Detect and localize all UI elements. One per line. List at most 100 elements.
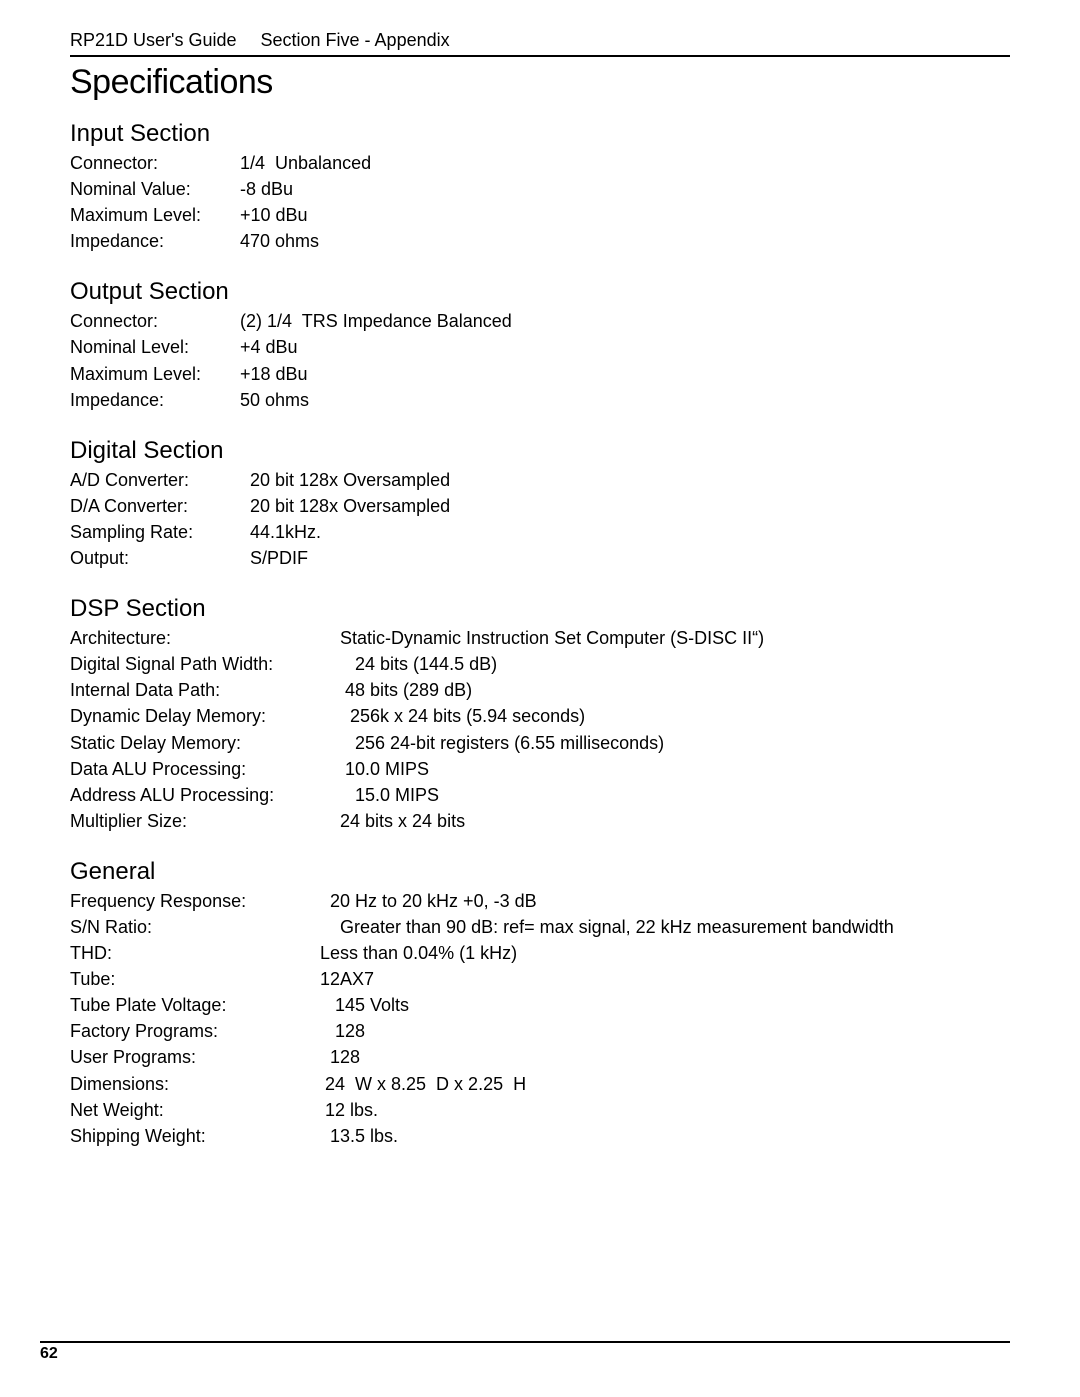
- spec-row: User Programs: 128: [70, 1044, 1010, 1070]
- spec-label: Factory Programs:: [70, 1018, 320, 1044]
- spec-section: Output SectionConnector:(2) 1/4 TRS Impe…: [70, 278, 1010, 412]
- spec-value: 1/4 Unbalanced: [240, 150, 371, 176]
- spec-value: 128: [320, 1018, 365, 1044]
- spec-section: Input SectionConnector:1/4 UnbalancedNom…: [70, 120, 1010, 254]
- spec-section: DSP SectionArchitecture:Static-Dynamic I…: [70, 595, 1010, 834]
- spec-value: +10 dBu: [240, 202, 308, 228]
- spec-row: Output:S/PDIF: [70, 545, 1010, 571]
- spec-value: 470 ohms: [240, 228, 319, 254]
- spec-row: Dynamic Delay Memory: 256k x 24 bits (5.…: [70, 703, 1010, 729]
- spec-row: Shipping Weight: 13.5 lbs.: [70, 1123, 1010, 1149]
- spec-label: Connector:: [70, 150, 240, 176]
- spec-row: Dimensions: 24 W x 8.25 D x 2.25 H: [70, 1071, 1010, 1097]
- spec-value: (2) 1/4 TRS Impedance Balanced: [240, 308, 512, 334]
- section-heading: General: [70, 858, 1010, 886]
- spec-value: 44.1kHz.: [250, 519, 321, 545]
- page-footer: 62: [40, 1341, 1010, 1363]
- spec-section: Digital SectionA/D Converter:20 bit 128x…: [70, 437, 1010, 571]
- spec-value: Static-Dynamic Instruction Set Computer …: [340, 625, 764, 651]
- spec-row: Nominal Value:-8 dBu: [70, 176, 1010, 202]
- spec-label: Impedance:: [70, 228, 240, 254]
- spec-label: Dimensions:: [70, 1071, 320, 1097]
- section-heading: Digital Section: [70, 437, 1010, 465]
- spec-value: -8 dBu: [240, 176, 293, 202]
- spec-label: D/A Converter:: [70, 493, 250, 519]
- spec-label: User Programs:: [70, 1044, 320, 1070]
- spec-row: Maximum Level:+10 dBu: [70, 202, 1010, 228]
- spec-label: Digital Signal Path Width:: [70, 651, 340, 677]
- spec-label: Nominal Value:: [70, 176, 240, 202]
- spec-section: GeneralFrequency Response: 20 Hz to 20 k…: [70, 858, 1010, 1149]
- spec-label: Multiplier Size:: [70, 808, 340, 834]
- spec-row: Net Weight: 12 lbs.: [70, 1097, 1010, 1123]
- spec-value: 13.5 lbs.: [320, 1123, 398, 1149]
- header-guide-title: RP21D User's Guide: [70, 30, 237, 51]
- page-number: 62: [40, 1345, 58, 1362]
- spec-value: 128: [320, 1044, 360, 1070]
- spec-label: Maximum Level:: [70, 202, 240, 228]
- spec-label: Address ALU Processing:: [70, 782, 340, 808]
- spec-value: 12AX7: [320, 966, 374, 992]
- spec-row: S/N Ratio: Greater than 90 dB: ref= max …: [70, 914, 1010, 940]
- spec-row: Multiplier Size:24 bits x 24 bits: [70, 808, 1010, 834]
- spec-row: Tube Plate Voltage: 145 Volts: [70, 992, 1010, 1018]
- page-title: Specifications: [70, 63, 1010, 102]
- spec-label: Nominal Level:: [70, 334, 240, 360]
- section-heading: Output Section: [70, 278, 1010, 306]
- spec-label: Maximum Level:: [70, 361, 240, 387]
- spec-row: Internal Data Path: 48 bits (289 dB): [70, 677, 1010, 703]
- spec-row: Data ALU Processing: 10.0 MIPS: [70, 756, 1010, 782]
- spec-row: D/A Converter:20 bit 128x Oversampled: [70, 493, 1010, 519]
- spec-value: 15.0 MIPS: [340, 782, 439, 808]
- spec-row: Digital Signal Path Width: 24 bits (144.…: [70, 651, 1010, 677]
- section-heading: Input Section: [70, 120, 1010, 148]
- spec-value: 10.0 MIPS: [340, 756, 429, 782]
- spec-value: 12 lbs.: [320, 1097, 378, 1123]
- spec-value: Less than 0.04% (1 kHz): [320, 940, 517, 966]
- spec-value: +4 dBu: [240, 334, 298, 360]
- spec-label: Output:: [70, 545, 250, 571]
- spec-value: 256k x 24 bits (5.94 seconds): [340, 703, 585, 729]
- spec-row: Sampling Rate:44.1kHz.: [70, 519, 1010, 545]
- spec-row: Connector:1/4 Unbalanced: [70, 150, 1010, 176]
- spec-label: Connector:: [70, 308, 240, 334]
- spec-label: Internal Data Path:: [70, 677, 340, 703]
- spec-label: Tube Plate Voltage:: [70, 992, 320, 1018]
- spec-label: S/N Ratio:: [70, 914, 320, 940]
- spec-row: Connector:(2) 1/4 TRS Impedance Balanced: [70, 308, 1010, 334]
- spec-value: Greater than 90 dB: ref= max signal, 22 …: [320, 914, 894, 940]
- spec-value: 145 Volts: [320, 992, 409, 1018]
- spec-row: Architecture:Static-Dynamic Instruction …: [70, 625, 1010, 651]
- spec-label: Data ALU Processing:: [70, 756, 340, 782]
- spec-value: +18 dBu: [240, 361, 308, 387]
- spec-label: Net Weight:: [70, 1097, 320, 1123]
- spec-value: 24 bits (144.5 dB): [340, 651, 497, 677]
- spec-value: 256 24-bit registers (6.55 milliseconds): [340, 730, 664, 756]
- spec-label: A/D Converter:: [70, 467, 250, 493]
- spec-label: Tube:: [70, 966, 320, 992]
- spec-label: Static Delay Memory:: [70, 730, 340, 756]
- spec-label: Impedance:: [70, 387, 240, 413]
- spec-row: Tube:12AX7: [70, 966, 1010, 992]
- spec-value: 24 bits x 24 bits: [340, 808, 465, 834]
- spec-value: S/PDIF: [250, 545, 308, 571]
- spec-label: Sampling Rate:: [70, 519, 250, 545]
- spec-row: Address ALU Processing: 15.0 MIPS: [70, 782, 1010, 808]
- section-heading: DSP Section: [70, 595, 1010, 623]
- spec-value: 20 bit 128x Oversampled: [250, 467, 450, 493]
- spec-value: 48 bits (289 dB): [340, 677, 472, 703]
- spec-row: THD:Less than 0.04% (1 kHz): [70, 940, 1010, 966]
- page-header: RP21D User's Guide Section Five - Append…: [70, 30, 1010, 57]
- header-section-title: Section Five - Appendix: [261, 30, 450, 51]
- spec-label: Dynamic Delay Memory:: [70, 703, 340, 729]
- spec-row: Frequency Response: 20 Hz to 20 kHz +0, …: [70, 888, 1010, 914]
- spec-row: Impedance:50 ohms: [70, 387, 1010, 413]
- spec-row: A/D Converter:20 bit 128x Oversampled: [70, 467, 1010, 493]
- spec-row: Nominal Level:+4 dBu: [70, 334, 1010, 360]
- spec-label: Frequency Response:: [70, 888, 320, 914]
- spec-row: Maximum Level:+18 dBu: [70, 361, 1010, 387]
- spec-label: THD:: [70, 940, 320, 966]
- spec-row: Factory Programs: 128: [70, 1018, 1010, 1044]
- spec-label: Shipping Weight:: [70, 1123, 320, 1149]
- spec-value: 20 Hz to 20 kHz +0, -3 dB: [320, 888, 537, 914]
